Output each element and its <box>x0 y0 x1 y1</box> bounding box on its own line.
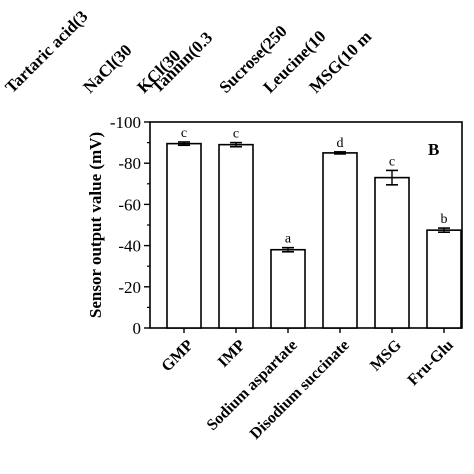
y-tick-label: 0 <box>133 319 142 338</box>
y-axis: -100 -80 -60 -40 -20 0 <box>110 113 150 338</box>
significance-label: c <box>389 154 395 169</box>
bar <box>218 143 254 329</box>
significance-label: c <box>233 127 239 142</box>
y-axis-title: Sensor output value (mV) <box>86 132 105 318</box>
bar <box>270 248 306 329</box>
significance-label: d <box>337 136 344 151</box>
y-tick-label: -20 <box>118 278 141 297</box>
y-tick-label: -40 <box>118 237 141 256</box>
bar <box>322 152 358 329</box>
significance-label: c <box>181 126 187 141</box>
x-category-label: MSG <box>367 336 405 374</box>
x-category-label: Fru-Glu <box>405 337 457 389</box>
x-category-label: Sodium aspartate <box>204 337 301 434</box>
y-tick-label: -80 <box>118 154 141 173</box>
x-category-label: IMP <box>215 337 249 371</box>
top-category-label: Tartaric acid(3 <box>1 7 91 97</box>
y-tick-label: -60 <box>118 195 141 214</box>
top-category-label: NaCl(30 <box>79 41 135 97</box>
panel-letter: B <box>428 140 439 159</box>
significance-label: a <box>285 232 292 247</box>
y-tick-label: -100 <box>110 113 141 132</box>
x-category-label: Disodium succinate <box>247 337 353 443</box>
x-category-label: GMP <box>158 337 197 376</box>
bar <box>166 142 202 329</box>
bar <box>374 176 410 329</box>
bar <box>426 229 462 329</box>
significance-label: b <box>441 212 448 227</box>
bars: c c a d c b <box>166 126 462 333</box>
